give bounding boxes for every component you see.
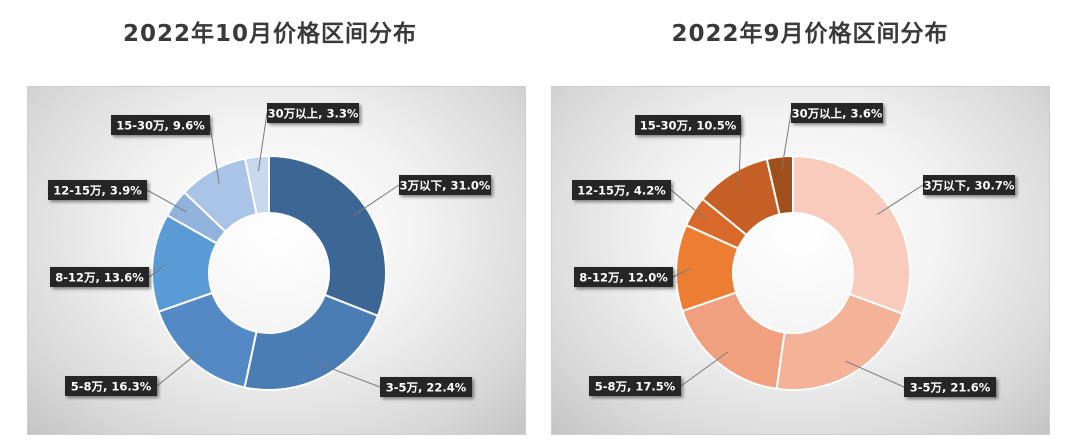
sep-leader-8-12w	[672, 267, 691, 278]
chart-panel-september: 3万以下, 30.7% 3-5万, 21.6% 5-8万, 17.5% 8-12万, …	[551, 86, 1050, 435]
oct-leader-8-12w	[148, 263, 168, 278]
sep-slice-over-30w	[765, 154, 794, 216]
oct-label-5-8w: 5-8万, 16.3%	[65, 376, 157, 396]
sep-label-15-30w: 15-30万, 10.5%	[635, 115, 741, 135]
svg-text:3万以下, 30.7%: 3万以下, 30.7%	[924, 179, 1015, 193]
sep-leader-3-5w	[845, 360, 905, 388]
sep-slice-under-3w	[792, 154, 911, 316]
sep-label-over-30w: 30万以上, 3.6%	[791, 103, 883, 123]
chart-title-october: 2022年10月价格区间分布	[122, 21, 418, 47]
svg-text:8-12万, 13.6%: 8-12万, 13.6%	[55, 271, 144, 285]
sep-label-under-3w: 3万以下, 30.7%	[923, 175, 1015, 195]
oct-slice-3-5w	[243, 293, 380, 391]
sep-leader-under-3w	[876, 184, 924, 215]
svg-text:3-5万, 22.4%: 3-5万, 22.4%	[386, 381, 467, 395]
oct-leader-5-8w	[156, 349, 202, 387]
sep-label-12-15w: 12-15万, 4.2%	[572, 180, 671, 200]
oct-leader-over-30w	[257, 112, 268, 172]
svg-text:8-12万, 12.0%: 8-12万, 12.0%	[579, 271, 668, 285]
oct-slice-over-30w	[243, 154, 270, 216]
oct-leader-15-30w	[209, 124, 220, 184]
sep-label-5-8w: 5-8万, 17.5%	[589, 376, 681, 396]
oct-leader-12-15w	[146, 189, 187, 213]
svg-text:5-8万, 16.3%: 5-8万, 16.3%	[71, 380, 152, 394]
sep-slice-3-5w	[775, 292, 904, 391]
svg-text:30万以上, 3.3%: 30万以上, 3.3%	[268, 107, 359, 121]
sep-label-3-5w: 3-5万, 21.6%	[904, 377, 996, 397]
chart-panel-october: 3万以下, 31.0% 3-5万, 22.4% 5-8万, 16.3% 8-12万, …	[27, 86, 526, 435]
svg-text:3万以下, 31.0%: 3万以下, 31.0%	[400, 179, 491, 193]
oct-leader-3-5w	[317, 362, 381, 388]
sep-leader-15-30w	[738, 124, 742, 186]
svg-text:12-15万, 3.9%: 12-15万, 3.9%	[53, 184, 142, 198]
svg-text:30万以上, 3.6%: 30万以上, 3.6%	[792, 107, 883, 121]
oct-leader-under-3w	[353, 184, 400, 216]
oct-label-15-30w: 15-30万, 9.6%	[111, 115, 210, 135]
oct-label-3-5w: 3-5万, 22.4%	[380, 377, 472, 397]
oct-slice-under-3w	[268, 154, 387, 318]
svg-text:15-30万, 9.6%: 15-30万, 9.6%	[116, 119, 205, 133]
oct-label-8-12w: 8-12万, 13.6%	[50, 267, 149, 287]
donut-chart-september: 3万以下, 30.7% 3-5万, 21.6% 5-8万, 17.5% 8-12万, …	[572, 103, 1015, 397]
donut-chart-october: 3万以下, 31.0% 3-5万, 22.4% 5-8万, 16.3% 8-12万, …	[48, 103, 491, 397]
oct-label-12-15w: 12-15万, 3.9%	[48, 180, 147, 200]
svg-text:5-8万, 17.5%: 5-8万, 17.5%	[595, 380, 676, 394]
chart-title-september: 2022年9月价格区间分布	[671, 21, 949, 47]
oct-label-under-3w: 3万以下, 31.0%	[399, 175, 491, 195]
sep-label-8-12w: 8-12万, 12.0%	[574, 267, 673, 287]
sep-leader-over-30w	[780, 112, 792, 172]
sep-leader-12-15w	[670, 189, 707, 220]
svg-text:15-30万, 10.5%: 15-30万, 10.5%	[640, 119, 737, 133]
sep-leader-5-8w	[680, 351, 729, 387]
svg-text:3-5万, 21.6%: 3-5万, 21.6%	[910, 381, 991, 395]
svg-text:12-15万, 4.2%: 12-15万, 4.2%	[577, 184, 666, 198]
oct-label-over-30w: 30万以上, 3.3%	[267, 103, 359, 123]
